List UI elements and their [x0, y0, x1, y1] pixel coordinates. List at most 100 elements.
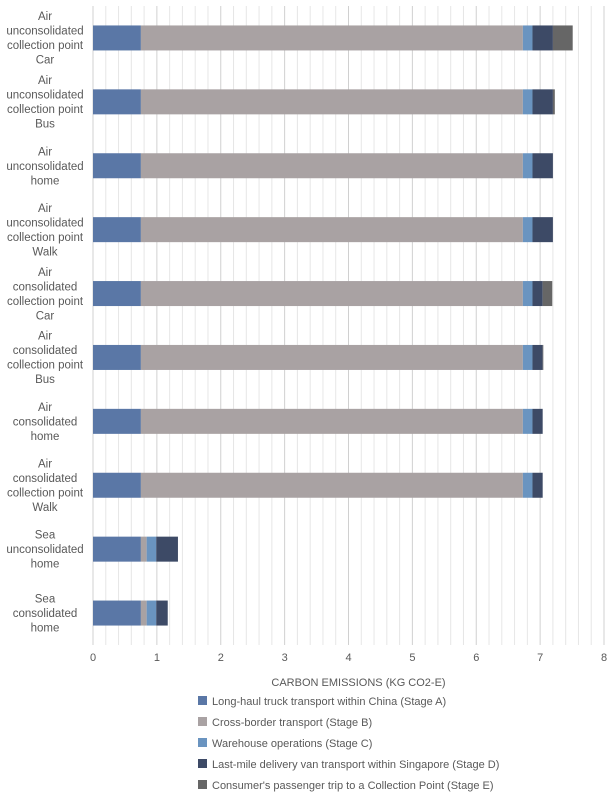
- category-label: Air: [38, 459, 52, 471]
- bar-segment-stage-e: [552, 25, 573, 51]
- bar-segment-stage-a: [93, 89, 141, 115]
- category-label: Air: [38, 331, 52, 343]
- category-label: unconsolidated: [6, 217, 83, 229]
- bar-segment-stage-c: [522, 281, 533, 307]
- bar-segment-stage-c: [522, 472, 533, 498]
- bar-segment-stage-c: [522, 89, 533, 115]
- bar-segment-stage-d: [532, 89, 553, 115]
- category-label: Air: [38, 11, 52, 23]
- x-tick-label: 1: [154, 652, 160, 664]
- category-label: consolidated: [13, 345, 78, 357]
- category-label: Sea: [35, 594, 56, 606]
- bar-segment-stage-d: [532, 217, 553, 243]
- x-axis-label: CARBON EMISSIONS (KG CO2-E): [271, 677, 445, 689]
- category-label: Walk: [32, 246, 57, 258]
- category-label: unconsolidated: [6, 26, 83, 38]
- category-label: Bus: [35, 374, 55, 386]
- bar-segment-stage-a: [93, 281, 141, 307]
- bar-segment-stage-b: [140, 472, 523, 498]
- category-label: home: [31, 431, 60, 443]
- x-tick-label: 0: [90, 652, 96, 664]
- bar-segment-stage-b: [140, 25, 523, 51]
- bar-segment-stage-c: [522, 408, 533, 434]
- legend-entry: Warehouse operations (Stage C): [212, 738, 372, 750]
- category-label: Air: [38, 203, 52, 215]
- bar-segment-stage-a: [93, 472, 141, 498]
- legend-entry: Last-mile delivery van transport within …: [212, 759, 499, 771]
- bar-segment-stage-a: [93, 600, 141, 626]
- category-label: Air: [38, 146, 52, 158]
- x-tick-label: 2: [218, 652, 224, 664]
- category-label: Bus: [35, 119, 55, 131]
- category-label: consolidated: [13, 281, 78, 293]
- legend-entry: Long-haul truck transport within China (…: [212, 696, 446, 708]
- bar-segment-stage-c: [146, 536, 157, 562]
- legend-swatch: [198, 696, 207, 705]
- category-label: consolidated: [13, 416, 78, 428]
- bar-segment-stage-a: [93, 153, 141, 179]
- category-label: collection point: [7, 488, 84, 500]
- category-label: home: [31, 559, 60, 571]
- x-tick-label: 6: [473, 652, 479, 664]
- bar-segment-stage-c: [146, 600, 157, 626]
- category-label: consolidated: [13, 473, 78, 485]
- bar-segment-stage-c: [522, 344, 533, 370]
- x-tick-label: 3: [282, 652, 288, 664]
- bar-segment-stage-e: [552, 89, 555, 115]
- bar-segment-stage-b: [140, 89, 523, 115]
- category-label: home: [31, 175, 60, 187]
- x-tick-label: 8: [601, 652, 607, 664]
- bar-segment-stage-b: [140, 600, 147, 626]
- category-label: collection point: [7, 40, 84, 52]
- legend-swatch: [198, 717, 207, 726]
- bar-segment-stage-d: [532, 408, 543, 434]
- category-label: consolidated: [13, 608, 78, 620]
- category-label: Car: [36, 55, 55, 67]
- category-label: Air: [38, 75, 52, 87]
- bar-segment-stage-d: [532, 344, 543, 370]
- legend-swatch: [198, 738, 207, 747]
- category-label: Walk: [32, 502, 57, 514]
- legend-entry: Consumer's passenger trip to a Collectio…: [212, 780, 494, 792]
- bar-segment-stage-d: [532, 153, 553, 179]
- bar-segment-stage-d: [156, 536, 178, 562]
- bar-segment-stage-b: [140, 536, 147, 562]
- bar-segment-stage-d: [532, 25, 553, 51]
- bar-segment-stage-a: [93, 408, 141, 434]
- category-label: Sea: [35, 530, 56, 542]
- bar-segment-stage-b: [140, 217, 523, 243]
- bar-segment-stage-c: [522, 25, 533, 51]
- bar-segment-stage-e: [542, 281, 553, 307]
- x-tick-label: 7: [537, 652, 543, 664]
- bar-segment-stage-c: [522, 217, 533, 243]
- category-label: unconsolidated: [6, 161, 83, 173]
- x-tick-label: 4: [345, 652, 351, 664]
- bar-segment-stage-a: [93, 25, 141, 51]
- legend-swatch: [198, 759, 207, 768]
- bar-segment-stage-a: [93, 536, 141, 562]
- bar-segment-stage-e: [542, 344, 544, 370]
- category-label: collection point: [7, 104, 84, 116]
- legend-swatch: [198, 780, 207, 789]
- category-label: collection point: [7, 360, 84, 372]
- bar-segment-stage-a: [93, 344, 141, 370]
- legend-entry: Cross-border transport (Stage B): [212, 717, 372, 729]
- bar-segment-stage-d: [156, 600, 168, 626]
- category-label: unconsolidated: [6, 90, 83, 102]
- bar-segment-stage-a: [93, 217, 141, 243]
- bar-segment-stage-b: [140, 408, 523, 434]
- category-label: home: [31, 623, 60, 635]
- category-label: collection point: [7, 232, 84, 244]
- category-label: unconsolidated: [6, 544, 83, 556]
- bar-segment-stage-d: [532, 281, 543, 307]
- category-label: Car: [36, 310, 55, 322]
- bar-segment-stage-d: [532, 472, 543, 498]
- bar-segment-stage-b: [140, 153, 523, 179]
- category-label: Air: [38, 402, 52, 414]
- category-label: collection point: [7, 296, 84, 308]
- x-tick-label: 5: [409, 652, 415, 664]
- bar-segment-stage-c: [522, 153, 533, 179]
- bar-segment-stage-b: [140, 344, 523, 370]
